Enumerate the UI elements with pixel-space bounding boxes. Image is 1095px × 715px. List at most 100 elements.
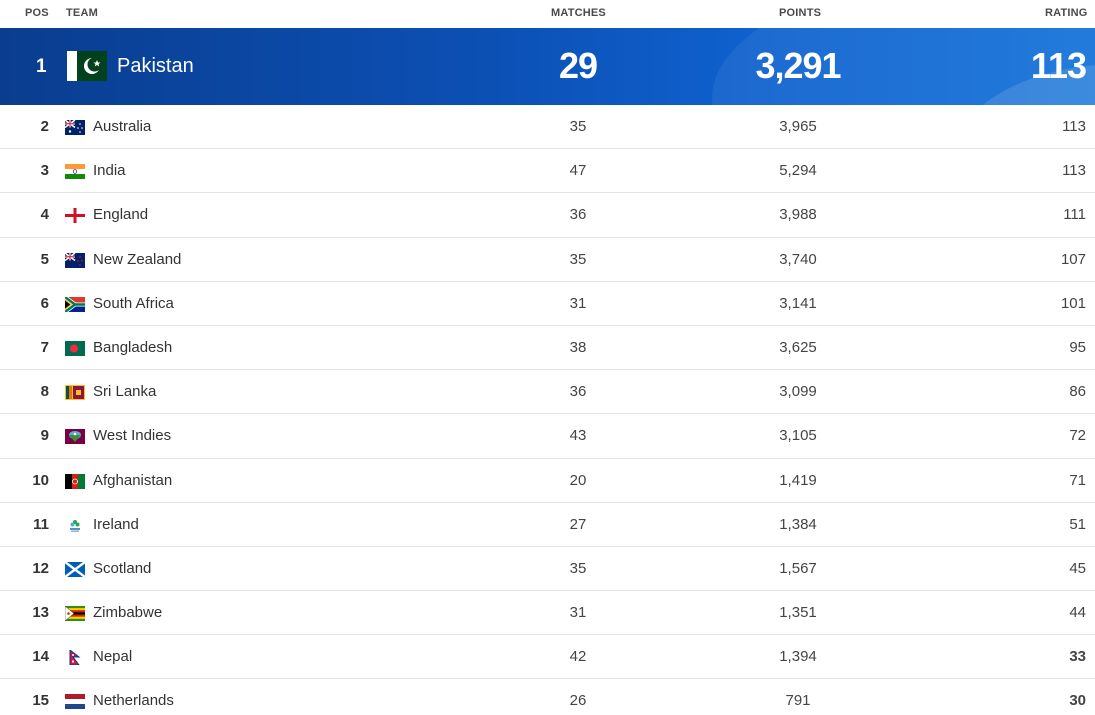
- row-matches: 43: [569, 427, 587, 445]
- table-header: POS TEAM MATCHES POINTS RATING: [0, 0, 1095, 28]
- row-position: 8: [40, 383, 49, 401]
- table-row[interactable]: 15 Netherlands 26 791 30: [0, 679, 1095, 715]
- row-rating: 44: [1069, 604, 1086, 622]
- row-position: 11: [33, 515, 49, 533]
- row-team-name[interactable]: Afghanistan: [93, 471, 173, 489]
- row-team-name[interactable]: Zimbabwe: [93, 604, 163, 622]
- column-header-matches: MATCHES: [551, 7, 606, 19]
- india-flag-icon: [65, 164, 85, 180]
- row-position: 6: [40, 294, 49, 312]
- row-points: 1,394: [779, 648, 817, 666]
- table-row[interactable]: 2 Australia 35 3,965 113: [0, 105, 1095, 150]
- table-row[interactable]: 13 Zimbabwe 31 1,351 44: [0, 591, 1095, 636]
- row-team-name[interactable]: England: [93, 206, 149, 224]
- row-position: 3: [40, 162, 49, 180]
- row-points: 3,105: [779, 427, 817, 445]
- row-rating: 30: [1069, 692, 1086, 710]
- leader-position: 1: [36, 56, 47, 77]
- row-points: 791: [785, 692, 811, 710]
- new-zealand-flag-icon: [65, 252, 85, 268]
- row-position: 14: [32, 648, 49, 666]
- table-row[interactable]: 11 Ireland 27 1,384 51: [0, 503, 1095, 547]
- row-rating: 95: [1069, 338, 1086, 356]
- table-row[interactable]: 9 West Indies 43 3,105 72: [0, 414, 1095, 459]
- scotland-flag-icon: [65, 561, 85, 577]
- table-row[interactable]: 12 Scotland 35 1,567 45: [0, 547, 1095, 592]
- row-rating: 51: [1069, 515, 1086, 533]
- row-matches: 31: [569, 604, 587, 622]
- row-team-name[interactable]: Bangladesh: [93, 338, 173, 356]
- table-row[interactable]: 14 Nepal 42 1,394 33: [0, 635, 1095, 680]
- afghanistan-flag-icon: [65, 473, 85, 489]
- column-header-points: POINTS: [779, 7, 822, 19]
- ireland-cricket-logo-icon: [65, 518, 85, 533]
- row-rating: 33: [1069, 648, 1086, 666]
- row-points: 1,419: [779, 471, 817, 489]
- row-points: 1,384: [779, 515, 817, 533]
- table-row[interactable]: 6 South Africa 31 3,141 101: [0, 282, 1095, 326]
- rankings-table: 2 Australia 35 3,965 113 3 India 47 5,29…: [0, 105, 1095, 715]
- row-team-name[interactable]: South Africa: [93, 294, 174, 312]
- row-position: 7: [40, 338, 49, 356]
- row-team-name[interactable]: Netherlands: [93, 692, 174, 710]
- row-matches: 35: [569, 559, 587, 577]
- row-matches: 26: [569, 692, 587, 710]
- row-points: 1,567: [779, 559, 817, 577]
- row-matches: 36: [569, 383, 587, 401]
- south-africa-flag-icon: [65, 296, 85, 312]
- leader-team-name[interactable]: Pakistan: [117, 55, 194, 77]
- row-points: 3,965: [779, 118, 817, 135]
- row-rating: 45: [1069, 559, 1086, 577]
- column-header-rating: RATING: [1045, 7, 1088, 19]
- table-row[interactable]: 5 New Zealand 35 3,740 107: [0, 238, 1095, 282]
- leader-points: 3,291: [755, 45, 841, 86]
- row-team-name[interactable]: Scotland: [93, 559, 152, 577]
- row-team-name[interactable]: New Zealand: [93, 250, 182, 268]
- row-team-name[interactable]: Nepal: [93, 648, 133, 666]
- row-points: 3,625: [779, 338, 817, 356]
- england-flag-icon: [65, 208, 85, 224]
- row-team-name[interactable]: West Indies: [93, 427, 172, 445]
- row-matches: 47: [569, 162, 587, 180]
- row-matches: 27: [569, 515, 587, 533]
- row-rating: 113: [1062, 118, 1086, 135]
- background-swoosh: [712, 28, 1095, 105]
- row-team-name[interactable]: Australia: [93, 118, 152, 135]
- table-row[interactable]: 3 India 47 5,294 113: [0, 149, 1095, 194]
- row-rating: 72: [1069, 427, 1086, 445]
- row-points: 3,099: [779, 383, 817, 401]
- row-team-name[interactable]: Sri Lanka: [93, 383, 157, 401]
- table-row[interactable]: 10 Afghanistan 20 1,419 71: [0, 459, 1095, 503]
- nepal-flag-icon: [65, 650, 85, 666]
- zimbabwe-flag-icon: [65, 606, 85, 622]
- row-team-name[interactable]: Ireland: [93, 515, 139, 533]
- row-position: 9: [40, 427, 49, 445]
- sri-lanka-flag-icon: [65, 385, 85, 401]
- row-rating: 113: [1062, 162, 1086, 180]
- row-matches: 38: [569, 338, 587, 356]
- row-matches: 20: [569, 471, 587, 489]
- leader-matches: 29: [558, 45, 598, 86]
- row-rating: 101: [1060, 294, 1086, 312]
- row-position: 12: [32, 559, 49, 577]
- row-rating: 71: [1069, 471, 1086, 489]
- table-row[interactable]: 4 England 36 3,988 111: [0, 193, 1095, 238]
- pakistan-flag-icon: [67, 51, 107, 81]
- row-position: 15: [32, 692, 49, 710]
- row-matches: 35: [569, 118, 587, 135]
- row-rating: 111: [1063, 206, 1086, 224]
- table-row[interactable]: 7 Bangladesh 38 3,625 95: [0, 326, 1095, 371]
- row-points: 3,141: [779, 294, 817, 312]
- row-matches: 42: [569, 648, 587, 666]
- leader-rating: 113: [1030, 45, 1087, 86]
- column-header-pos: POS: [25, 7, 49, 19]
- row-position: 5: [40, 250, 49, 268]
- row-points: 1,351: [779, 604, 817, 622]
- leader-row[interactable]: 1 Pakistan 29 3,291 113: [0, 28, 1095, 105]
- table-row[interactable]: 8 Sri Lanka 36 3,099 86: [0, 370, 1095, 415]
- row-matches: 31: [569, 294, 587, 312]
- row-points: 5,294: [779, 162, 817, 180]
- row-position: 2: [40, 118, 49, 135]
- row-position: 4: [40, 206, 49, 224]
- row-team-name[interactable]: India: [93, 162, 126, 180]
